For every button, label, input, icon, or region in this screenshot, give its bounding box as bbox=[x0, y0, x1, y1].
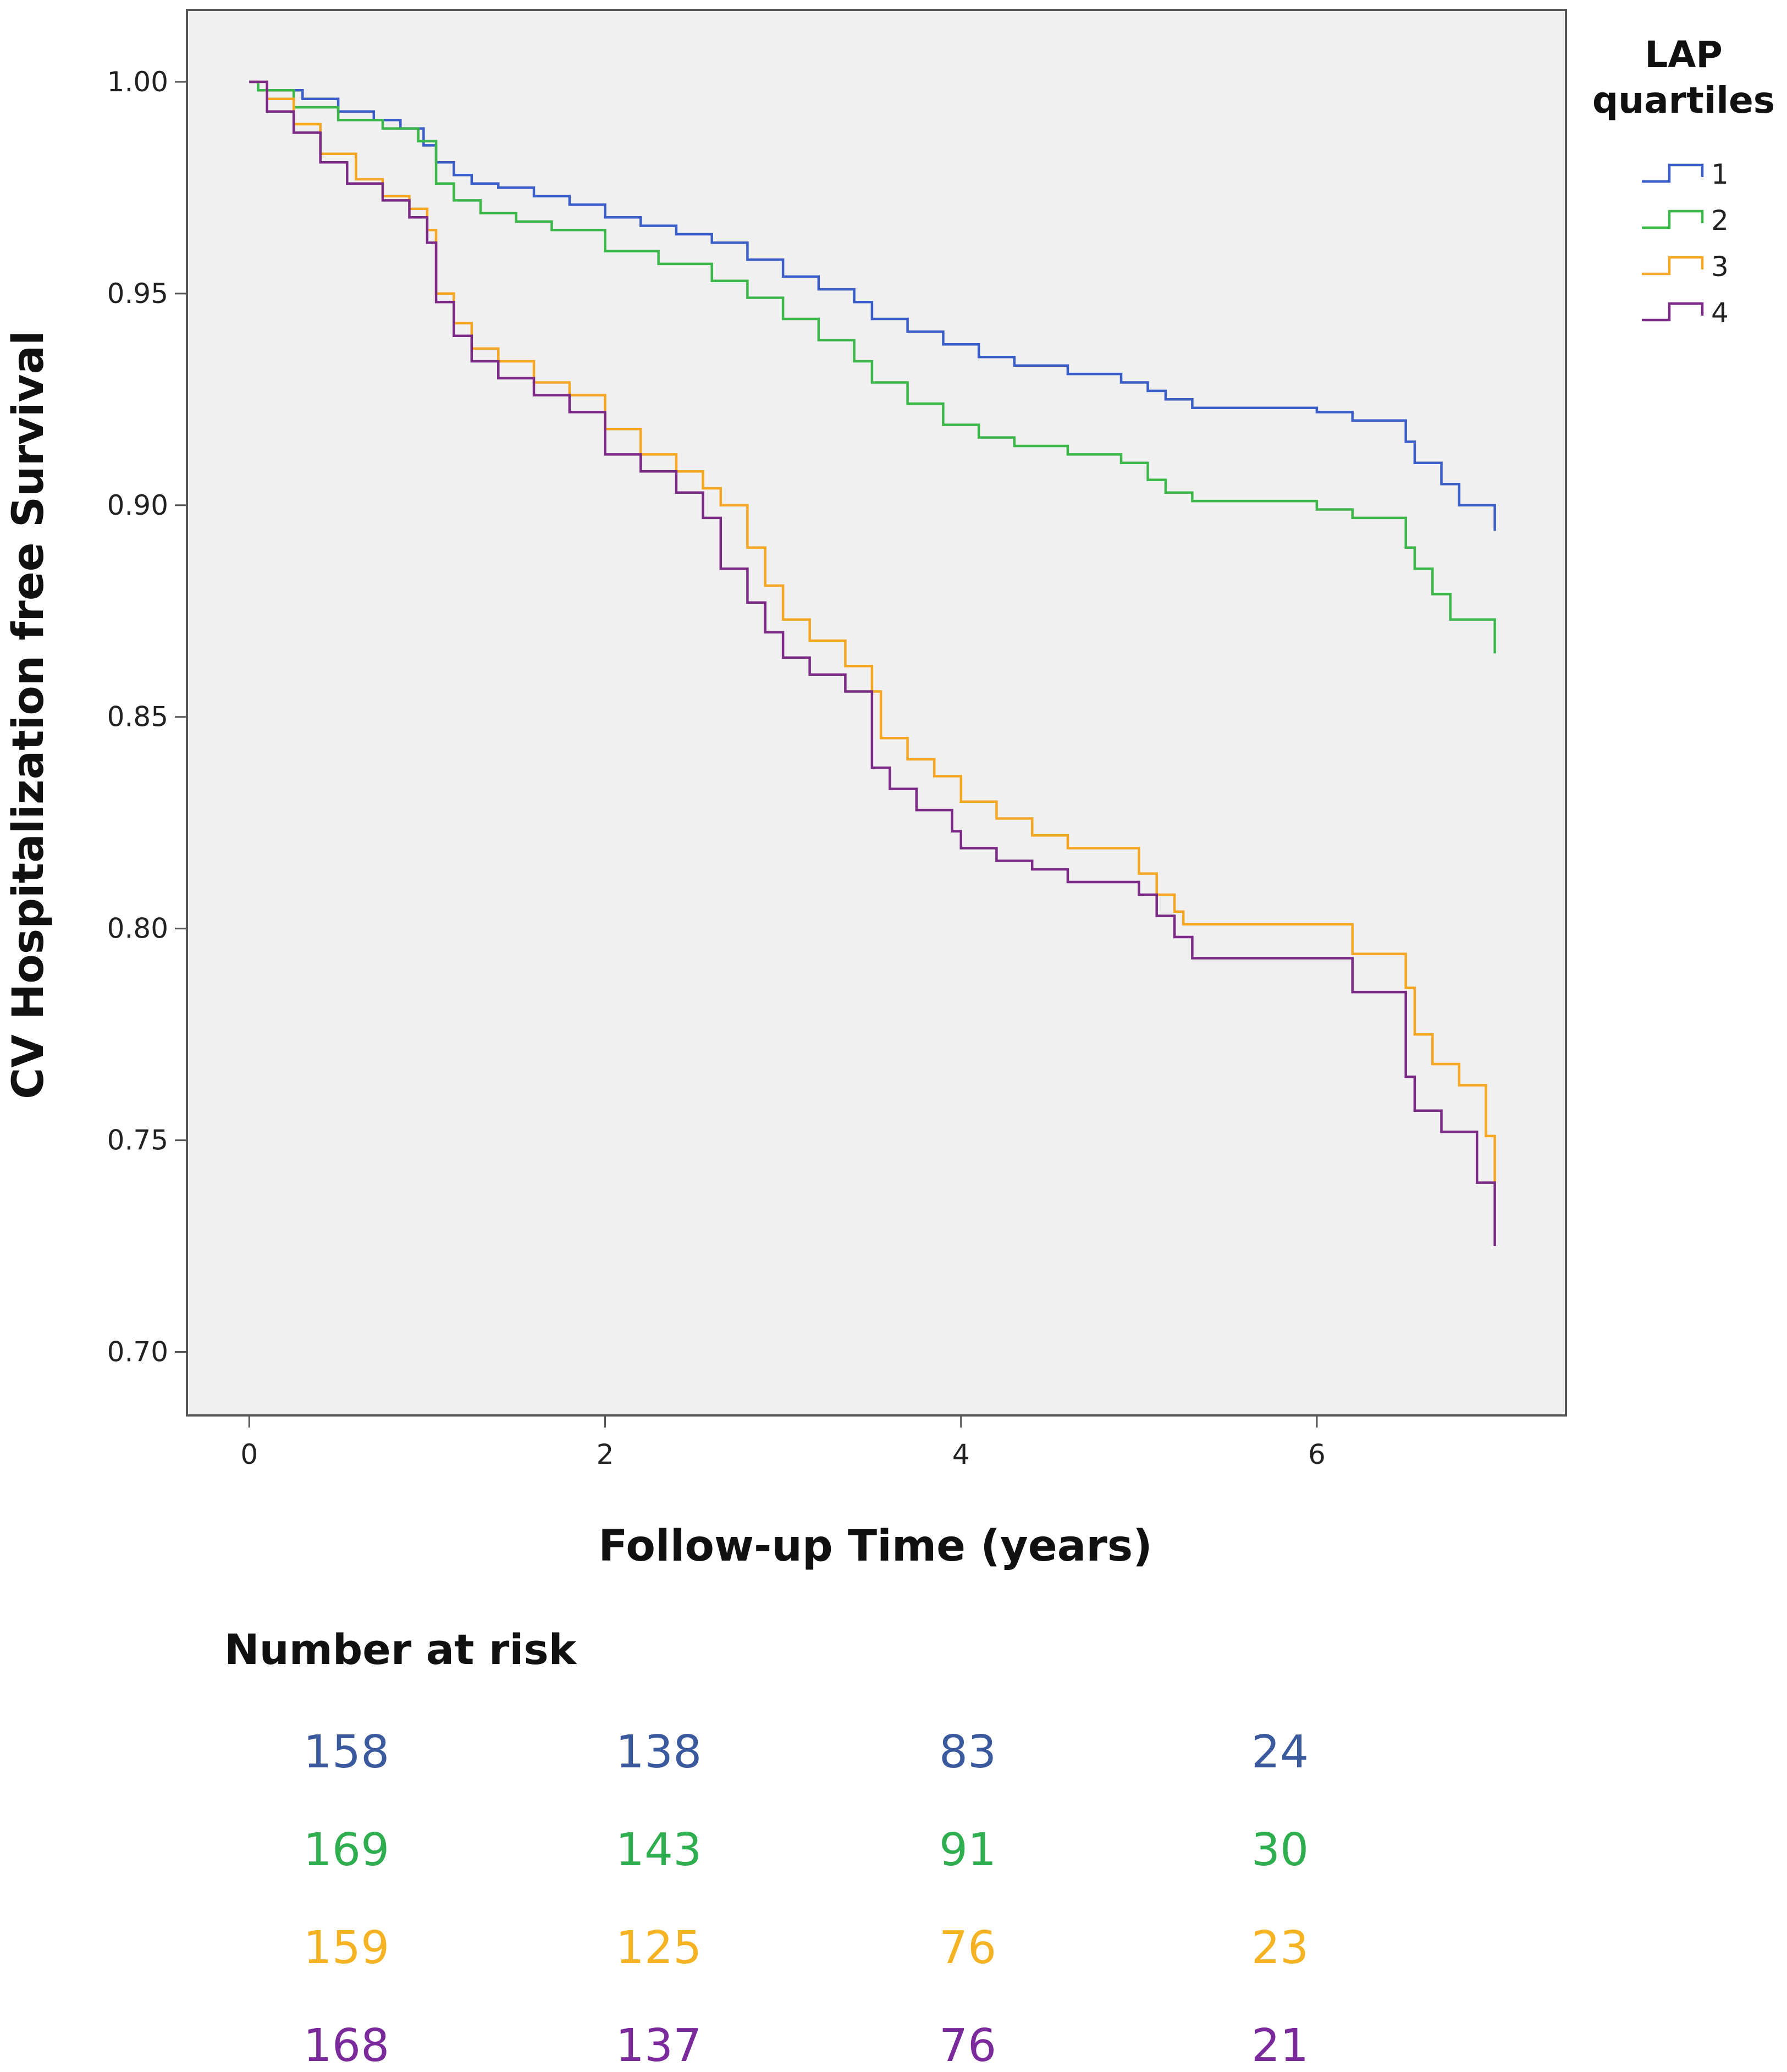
y-axis: 1.00 0.95 0.90 0.85 0.80 0.75 0.70 bbox=[107, 66, 187, 1368]
risk-value: 24 bbox=[1251, 1726, 1309, 1778]
y-tick-label: 1.00 bbox=[107, 66, 168, 98]
legend-symbol-4 bbox=[1642, 302, 1704, 322]
x-tick-label: 4 bbox=[952, 1439, 970, 1470]
x-tick-label: 2 bbox=[597, 1439, 614, 1470]
risk-value: 159 bbox=[304, 1922, 390, 1974]
legend-label-4: 4 bbox=[1711, 297, 1729, 329]
y-axis-title: CV Hospitalization free Survival bbox=[4, 330, 53, 1099]
risk-value: 83 bbox=[939, 1726, 996, 1778]
legend-symbol-1 bbox=[1642, 163, 1704, 183]
x-tick-label: 6 bbox=[1308, 1439, 1326, 1470]
y-tick-label: 0.95 bbox=[107, 278, 168, 310]
risk-value: 76 bbox=[939, 2020, 996, 2072]
risk-value: 158 bbox=[304, 1726, 390, 1778]
x-tick-label: 0 bbox=[240, 1439, 258, 1470]
risk-value: 138 bbox=[616, 1726, 702, 1778]
risk-value: 143 bbox=[616, 1824, 702, 1876]
legend-label-1: 1 bbox=[1711, 158, 1729, 190]
legend-title-line2: quartiles bbox=[1592, 79, 1775, 122]
series-1-curve bbox=[249, 80, 1496, 531]
legend-symbol-2 bbox=[1642, 210, 1704, 229]
plot-area bbox=[186, 9, 1567, 1417]
legend-symbol-3 bbox=[1642, 256, 1704, 275]
y-tick-label: 0.85 bbox=[107, 701, 168, 733]
y-tick-label: 0.80 bbox=[107, 913, 168, 945]
risk-value: 21 bbox=[1251, 2020, 1309, 2072]
legend-items: 1 2 3 4 bbox=[1642, 158, 1729, 329]
risk-table-title: Number at risk bbox=[224, 1625, 577, 1674]
legend-title-line1: LAP bbox=[1645, 34, 1723, 76]
risk-table: Number at risk 158 138 83 24 169 143 91 30 159 12… bbox=[224, 1625, 1309, 2072]
series-2-curve bbox=[249, 80, 1496, 654]
series-4-curve bbox=[249, 80, 1496, 1246]
legend-label-2: 2 bbox=[1711, 205, 1729, 236]
risk-table-rows: 158 138 83 24 169 143 91 30 159 125 76 23 168 137 76 21 bbox=[304, 1726, 1309, 2072]
y-tick-label: 0.75 bbox=[107, 1125, 168, 1156]
risk-value: 76 bbox=[939, 1922, 996, 1974]
risk-value: 91 bbox=[939, 1824, 996, 1876]
y-tick-label: 0.90 bbox=[107, 489, 168, 521]
risk-value: 169 bbox=[304, 1824, 390, 1876]
risk-value: 30 bbox=[1251, 1824, 1309, 1876]
legend: LAP quartiles 1 2 3 4 bbox=[1592, 34, 1775, 329]
legend-label-3: 3 bbox=[1711, 251, 1729, 283]
x-axis: 0 2 4 6 bbox=[240, 1415, 1326, 1470]
risk-value: 23 bbox=[1251, 1922, 1309, 1974]
risk-value: 125 bbox=[616, 1922, 702, 1974]
y-tick-label: 0.70 bbox=[107, 1336, 168, 1368]
risk-value: 168 bbox=[304, 2020, 390, 2072]
x-axis-title: Follow-up Time (years) bbox=[598, 1522, 1152, 1571]
risk-value: 137 bbox=[616, 2020, 702, 2072]
series-layer bbox=[249, 80, 1496, 1246]
